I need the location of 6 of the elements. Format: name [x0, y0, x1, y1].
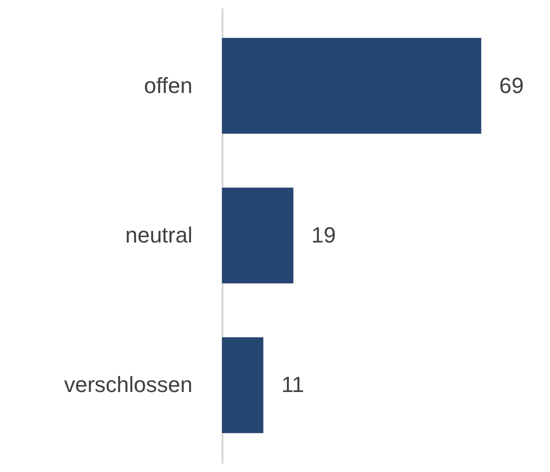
data-label: 11 [281, 372, 304, 398]
data-label: 19 [311, 222, 336, 248]
y-tick-label: verschlossen [64, 372, 192, 398]
y-tick-label: neutral [125, 222, 192, 248]
data-label: 69 [499, 72, 524, 98]
y-tick-label: offen [144, 72, 192, 98]
